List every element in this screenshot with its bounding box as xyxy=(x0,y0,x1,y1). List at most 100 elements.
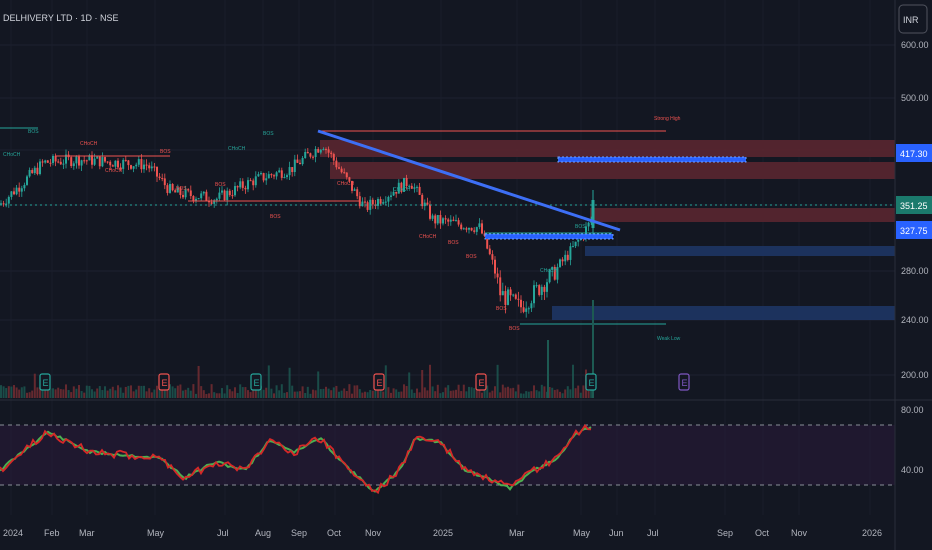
volume-bar xyxy=(400,391,403,398)
candle-body xyxy=(280,170,283,178)
candle-body xyxy=(223,190,226,201)
candle-body xyxy=(13,191,15,195)
candle-body xyxy=(449,219,452,222)
currency-box[interactable] xyxy=(898,4,928,34)
earnings-marker-label: E xyxy=(589,378,595,388)
candle-body xyxy=(114,160,117,167)
y-tick-label: 280.00 xyxy=(901,266,929,276)
rsi-tick-label: 40.00 xyxy=(901,465,924,475)
volume-bar xyxy=(98,386,101,398)
volume-bar xyxy=(78,385,80,398)
structure-label: CHoCH xyxy=(393,187,411,193)
volume-bar xyxy=(257,389,260,398)
candle-body xyxy=(18,187,21,192)
volume-bar xyxy=(312,389,314,398)
volume-bar xyxy=(176,385,179,398)
volume-bar xyxy=(143,385,145,398)
structure-label: CHoCH xyxy=(80,141,98,147)
volume-bar xyxy=(348,384,351,398)
volume-bar xyxy=(7,386,10,398)
volume-bar xyxy=(137,385,140,398)
candle-body xyxy=(265,178,268,181)
x-tick-label: 2026 xyxy=(862,528,882,538)
volume-bar xyxy=(332,387,335,398)
candle-body xyxy=(543,286,546,292)
volume-bar xyxy=(226,385,229,398)
candle-body xyxy=(244,187,247,190)
candle-body xyxy=(5,203,8,205)
volume-bar xyxy=(457,384,460,398)
candle-body xyxy=(210,202,213,204)
volume-bar xyxy=(413,392,416,398)
volume-bar xyxy=(468,386,470,398)
candle-body xyxy=(252,180,255,186)
volume-bar xyxy=(59,389,62,398)
candle-body xyxy=(148,165,151,169)
volume-bar xyxy=(275,385,278,398)
volume-bar xyxy=(566,386,569,398)
candle-body xyxy=(101,157,104,167)
volume-bar xyxy=(111,386,114,398)
volume-bar xyxy=(535,390,538,398)
volume-bar xyxy=(390,392,392,398)
candle-body xyxy=(78,156,80,166)
candle-body xyxy=(439,215,442,224)
volume-bar xyxy=(75,388,78,398)
x-tick-label: Aug xyxy=(255,528,271,538)
volume-bar xyxy=(408,372,411,398)
structure-label: BOS xyxy=(496,306,507,312)
volume-bar xyxy=(197,365,200,398)
candle-body xyxy=(468,227,470,230)
x-tick-label: Oct xyxy=(755,528,770,538)
candle-body xyxy=(379,199,382,204)
structure-label: BOS xyxy=(270,214,281,220)
volume-bar xyxy=(475,385,478,398)
candle-body xyxy=(561,259,564,262)
structure-label: CHoCH xyxy=(419,234,437,240)
candle-body xyxy=(556,266,559,280)
structure-label: BOS xyxy=(509,326,520,332)
volume-bar xyxy=(254,386,257,398)
candle-body xyxy=(104,157,106,162)
time-axis[interactable]: 2024 Feb Mar May Jul Aug Sep Oct Nov 2025 Mar May Ju… xyxy=(3,528,882,538)
volume-bar xyxy=(49,388,52,398)
candle-body xyxy=(200,193,203,199)
volume-bar xyxy=(140,385,143,398)
structure-label: CHoCH xyxy=(3,152,21,158)
candle-body xyxy=(496,273,499,278)
volume-bar xyxy=(499,392,502,398)
volume-bar xyxy=(117,385,119,398)
volume-bar xyxy=(109,388,112,398)
candle-body xyxy=(205,191,208,201)
candle-body xyxy=(257,174,260,177)
volume-bar xyxy=(351,393,353,398)
candle-body xyxy=(262,173,265,181)
structure-label: BOS xyxy=(466,254,477,260)
volume-bar xyxy=(410,389,413,398)
volume-bar xyxy=(540,384,543,398)
candle-body xyxy=(179,187,182,195)
candle-body xyxy=(591,200,595,228)
candle-body xyxy=(296,159,299,163)
candle-body xyxy=(299,162,301,165)
volume-bar xyxy=(577,385,580,398)
candle-body xyxy=(335,160,338,168)
volume-bar xyxy=(364,391,366,398)
earnings-marker xyxy=(39,373,51,391)
candle-body xyxy=(304,151,307,159)
candle-body xyxy=(93,158,96,165)
volume-bar xyxy=(426,390,429,398)
volume-bar xyxy=(184,389,187,398)
price-axis[interactable]: 600.00 500.00 280.00 240.00 200.00 xyxy=(901,40,929,380)
volume-bar xyxy=(444,387,447,398)
earnings-marker-label: E xyxy=(682,378,688,388)
x-tick-label: Nov xyxy=(791,528,808,538)
volume-bar xyxy=(213,392,216,398)
volume-bar xyxy=(335,385,338,398)
candle-body xyxy=(478,223,481,228)
volume-bar xyxy=(114,390,117,398)
volume-bar xyxy=(124,386,127,398)
candle-body xyxy=(249,180,252,182)
volume-bar xyxy=(174,388,177,398)
